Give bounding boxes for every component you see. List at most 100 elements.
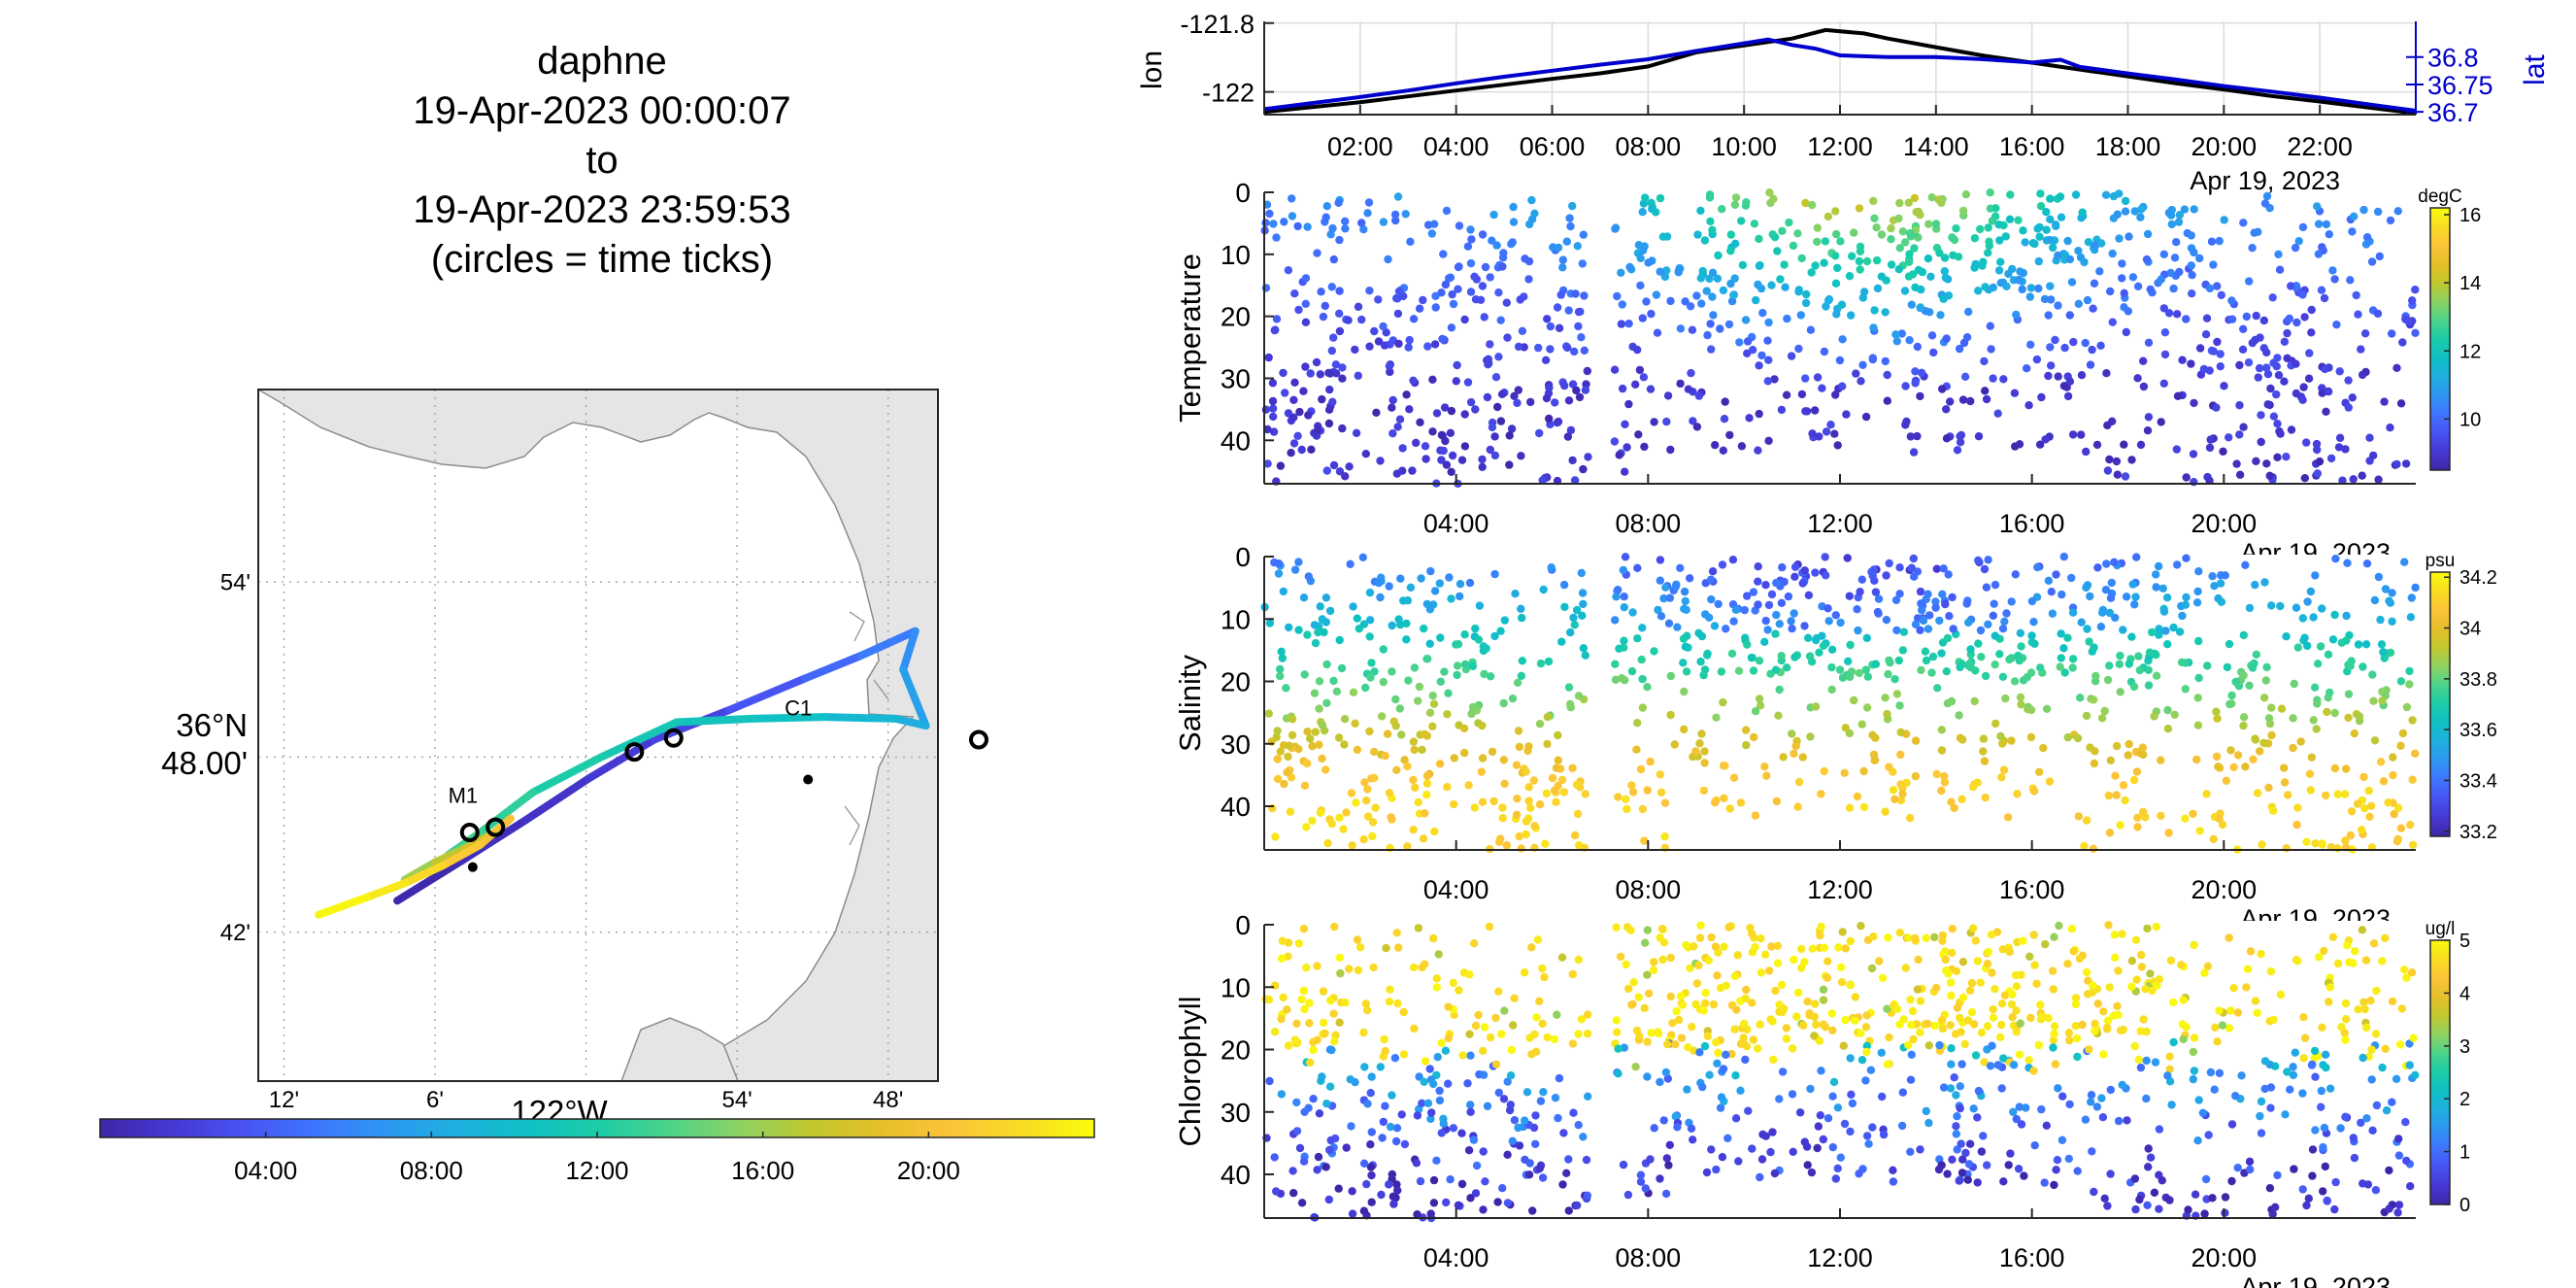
data-point: [2073, 1052, 2082, 1062]
data-point: [1723, 1134, 1732, 1143]
data-point: [1857, 377, 1865, 386]
data-point: [2112, 741, 2122, 751]
data-point: [1987, 931, 1996, 939]
data-point: [1559, 1129, 1568, 1137]
data-point: [2034, 1040, 2043, 1050]
data-point: [1404, 676, 1413, 685]
data-point: [2190, 940, 2198, 950]
data-point: [1499, 249, 1508, 257]
data-point: [1563, 432, 1573, 441]
data-point: [1800, 566, 1810, 575]
data-point: [1570, 347, 1579, 356]
data-point: [2305, 769, 2315, 778]
data-point: [2246, 947, 2256, 956]
data-point: [1409, 315, 1419, 323]
data-point: [2000, 991, 2010, 1000]
data-point: [1354, 966, 1363, 974]
data-point: [1546, 322, 1556, 331]
data-point: [2344, 690, 2354, 698]
data-point: [2357, 1118, 2365, 1128]
data-point: [1427, 1108, 1436, 1117]
data-point: [1983, 960, 1992, 968]
data-point: [1471, 1021, 1481, 1031]
data-point: [2376, 758, 2386, 766]
data-point: [1466, 1107, 1475, 1117]
data-point: [1870, 214, 1879, 222]
data-point: [1867, 964, 1877, 973]
data-point: [2214, 763, 2223, 771]
data-point: [2317, 1102, 2325, 1111]
data-point: [1857, 922, 1865, 931]
data-point: [1506, 1101, 1516, 1109]
data-point: [1885, 1033, 1893, 1042]
data-point: [1536, 659, 1546, 668]
data-point: [2330, 708, 2339, 718]
data-point: [1450, 799, 1458, 809]
data-point: [1926, 272, 1935, 281]
data-point: [1542, 789, 1552, 797]
data-point: [1315, 1109, 1324, 1118]
data-point: [2010, 677, 2020, 686]
data-point: [1717, 1093, 1726, 1102]
data-point: [1666, 296, 1675, 306]
data-point: [1962, 333, 1972, 342]
data-point: [1672, 1006, 1681, 1016]
data-point: [1423, 342, 1432, 351]
data-point: [1455, 580, 1465, 589]
data-point: [1508, 1136, 1518, 1146]
data-point: [1821, 237, 1830, 246]
data-point: [2192, 755, 2201, 764]
data-point: [1911, 771, 1921, 781]
data-point: [1660, 272, 1670, 282]
data-point: [1777, 598, 1787, 607]
data-point: [2389, 770, 2397, 780]
data-point: [1517, 604, 1525, 613]
data-point: [1813, 1143, 1822, 1153]
data-point: [1616, 952, 1625, 962]
data-point: [1293, 221, 1302, 231]
data-point: [2024, 401, 2033, 410]
data-point: [1662, 1154, 1672, 1163]
data-point: [1898, 646, 1908, 655]
data-point: [1569, 1108, 1578, 1117]
data-point: [2343, 559, 2352, 567]
data-point: [2189, 1074, 2197, 1084]
data-point: [1527, 215, 1537, 223]
data-point: [2241, 560, 2250, 569]
data-point: [1579, 644, 1589, 653]
data-point: [1310, 689, 1320, 697]
data-point: [2106, 287, 2115, 296]
data-point: [2036, 189, 2045, 198]
data-point: [2189, 1047, 2198, 1057]
data-point: [1973, 778, 1982, 787]
data-point: [2026, 705, 2036, 715]
data-point: [2318, 1023, 2326, 1033]
data-point: [2106, 1085, 2115, 1095]
colorbar-tick-label: 12: [2459, 341, 2481, 362]
data-point: [2358, 926, 2366, 934]
data-point: [2377, 640, 2387, 649]
data-point: [1938, 1015, 1947, 1025]
data-point: [2160, 350, 2170, 359]
data-point: [2026, 1013, 2035, 1023]
data-point: [1327, 1045, 1336, 1055]
data-point: [1268, 396, 1278, 406]
data-point: [1460, 630, 1469, 639]
data-point: [2212, 752, 2222, 762]
data-point: [2226, 1006, 2235, 1015]
data-point: [2367, 257, 2377, 266]
data-point: [1415, 1104, 1423, 1114]
data-point: [1330, 1036, 1339, 1046]
data-point: [1726, 230, 1736, 239]
data-point: [1840, 1119, 1850, 1129]
data-point: [2175, 627, 2185, 636]
data-point: [1643, 970, 1652, 979]
data-point: [1924, 1118, 1933, 1128]
data-point: [2188, 289, 2196, 298]
data-point: [2050, 1180, 2058, 1190]
data-point: [2371, 1186, 2381, 1195]
data-point: [1514, 727, 1523, 735]
data-point: [2016, 1019, 2024, 1028]
data-point: [1535, 1164, 1545, 1173]
data-point: [1818, 384, 1826, 392]
